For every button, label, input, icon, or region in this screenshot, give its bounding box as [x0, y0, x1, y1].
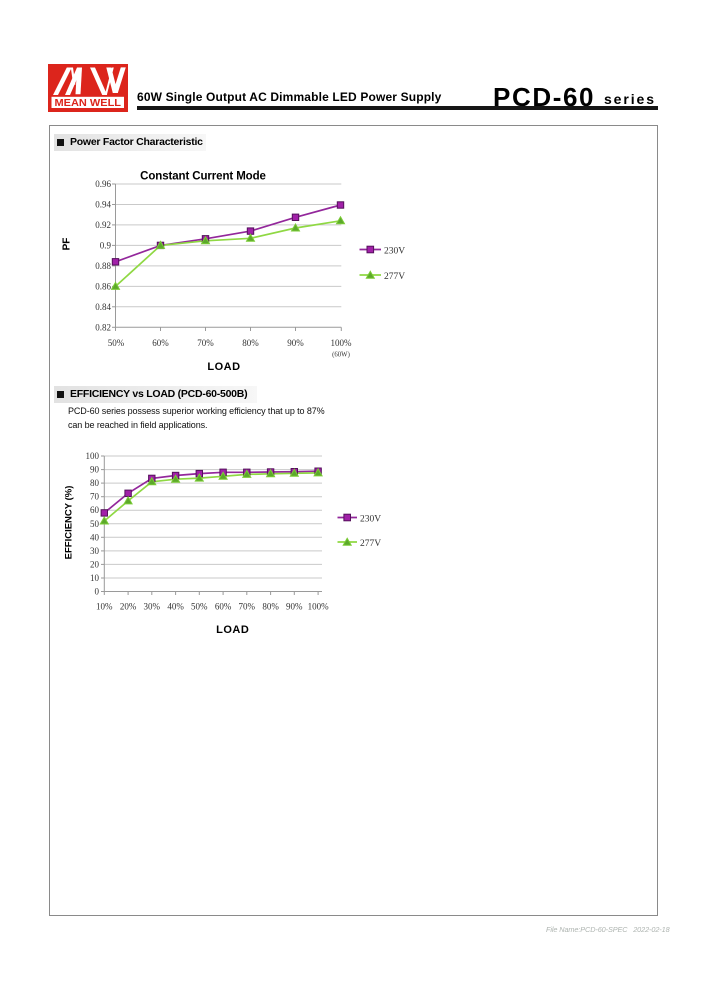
svg-text:230V: 230V — [360, 514, 381, 524]
svg-text:MEAN WELL: MEAN WELL — [55, 98, 122, 109]
svg-text:20%: 20% — [120, 602, 137, 612]
svg-text:50: 50 — [90, 519, 100, 529]
svg-text:90: 90 — [90, 465, 100, 475]
svg-text:100: 100 — [86, 451, 100, 461]
svg-text:80: 80 — [90, 478, 100, 488]
svg-text:0.96: 0.96 — [95, 179, 111, 189]
svg-text:70%: 70% — [197, 338, 214, 348]
svg-text:230V: 230V — [384, 246, 405, 256]
svg-text:0.88: 0.88 — [95, 261, 111, 271]
svg-text:0.86: 0.86 — [95, 281, 111, 291]
svg-text:20: 20 — [90, 559, 100, 569]
svg-text:0.9: 0.9 — [100, 240, 112, 250]
svg-text:Constant Current Mode: Constant Current Mode — [140, 171, 266, 183]
svg-text:10%: 10% — [96, 602, 113, 612]
svg-text:60: 60 — [90, 505, 100, 515]
svg-text:40%: 40% — [167, 602, 184, 612]
svg-text:277V: 277V — [360, 539, 381, 549]
svg-text:80%: 80% — [242, 338, 259, 348]
svg-text:70%: 70% — [239, 602, 256, 612]
svg-text:0.84: 0.84 — [95, 302, 111, 312]
svg-text:0: 0 — [95, 587, 100, 597]
svg-text:50%: 50% — [191, 602, 208, 612]
svg-text:100%: 100% — [331, 338, 353, 348]
svg-text:PF: PF — [62, 238, 73, 251]
svg-text:(60W): (60W) — [332, 352, 350, 359]
svg-text:277V: 277V — [384, 272, 405, 282]
svg-text:LOAD: LOAD — [207, 361, 240, 373]
svg-text:60%: 60% — [152, 338, 169, 348]
svg-text:30: 30 — [90, 546, 100, 556]
svg-text:100%: 100% — [308, 602, 330, 612]
svg-text:0.82: 0.82 — [95, 322, 111, 332]
svg-text:90%: 90% — [286, 602, 303, 612]
svg-text:LOAD: LOAD — [216, 624, 249, 636]
svg-text:10: 10 — [90, 573, 100, 583]
svg-text:60%: 60% — [215, 602, 232, 612]
svg-text:0.92: 0.92 — [95, 220, 111, 230]
svg-text:EFFICIENCY (%): EFFICIENCY (%) — [64, 486, 75, 560]
svg-text:90%: 90% — [287, 338, 304, 348]
svg-text:30%: 30% — [144, 602, 161, 612]
svg-text:70: 70 — [90, 492, 100, 502]
svg-text:0.94: 0.94 — [95, 200, 111, 210]
svg-text:80%: 80% — [262, 602, 279, 612]
svg-text:40: 40 — [90, 532, 100, 542]
svg-text:50%: 50% — [108, 338, 125, 348]
